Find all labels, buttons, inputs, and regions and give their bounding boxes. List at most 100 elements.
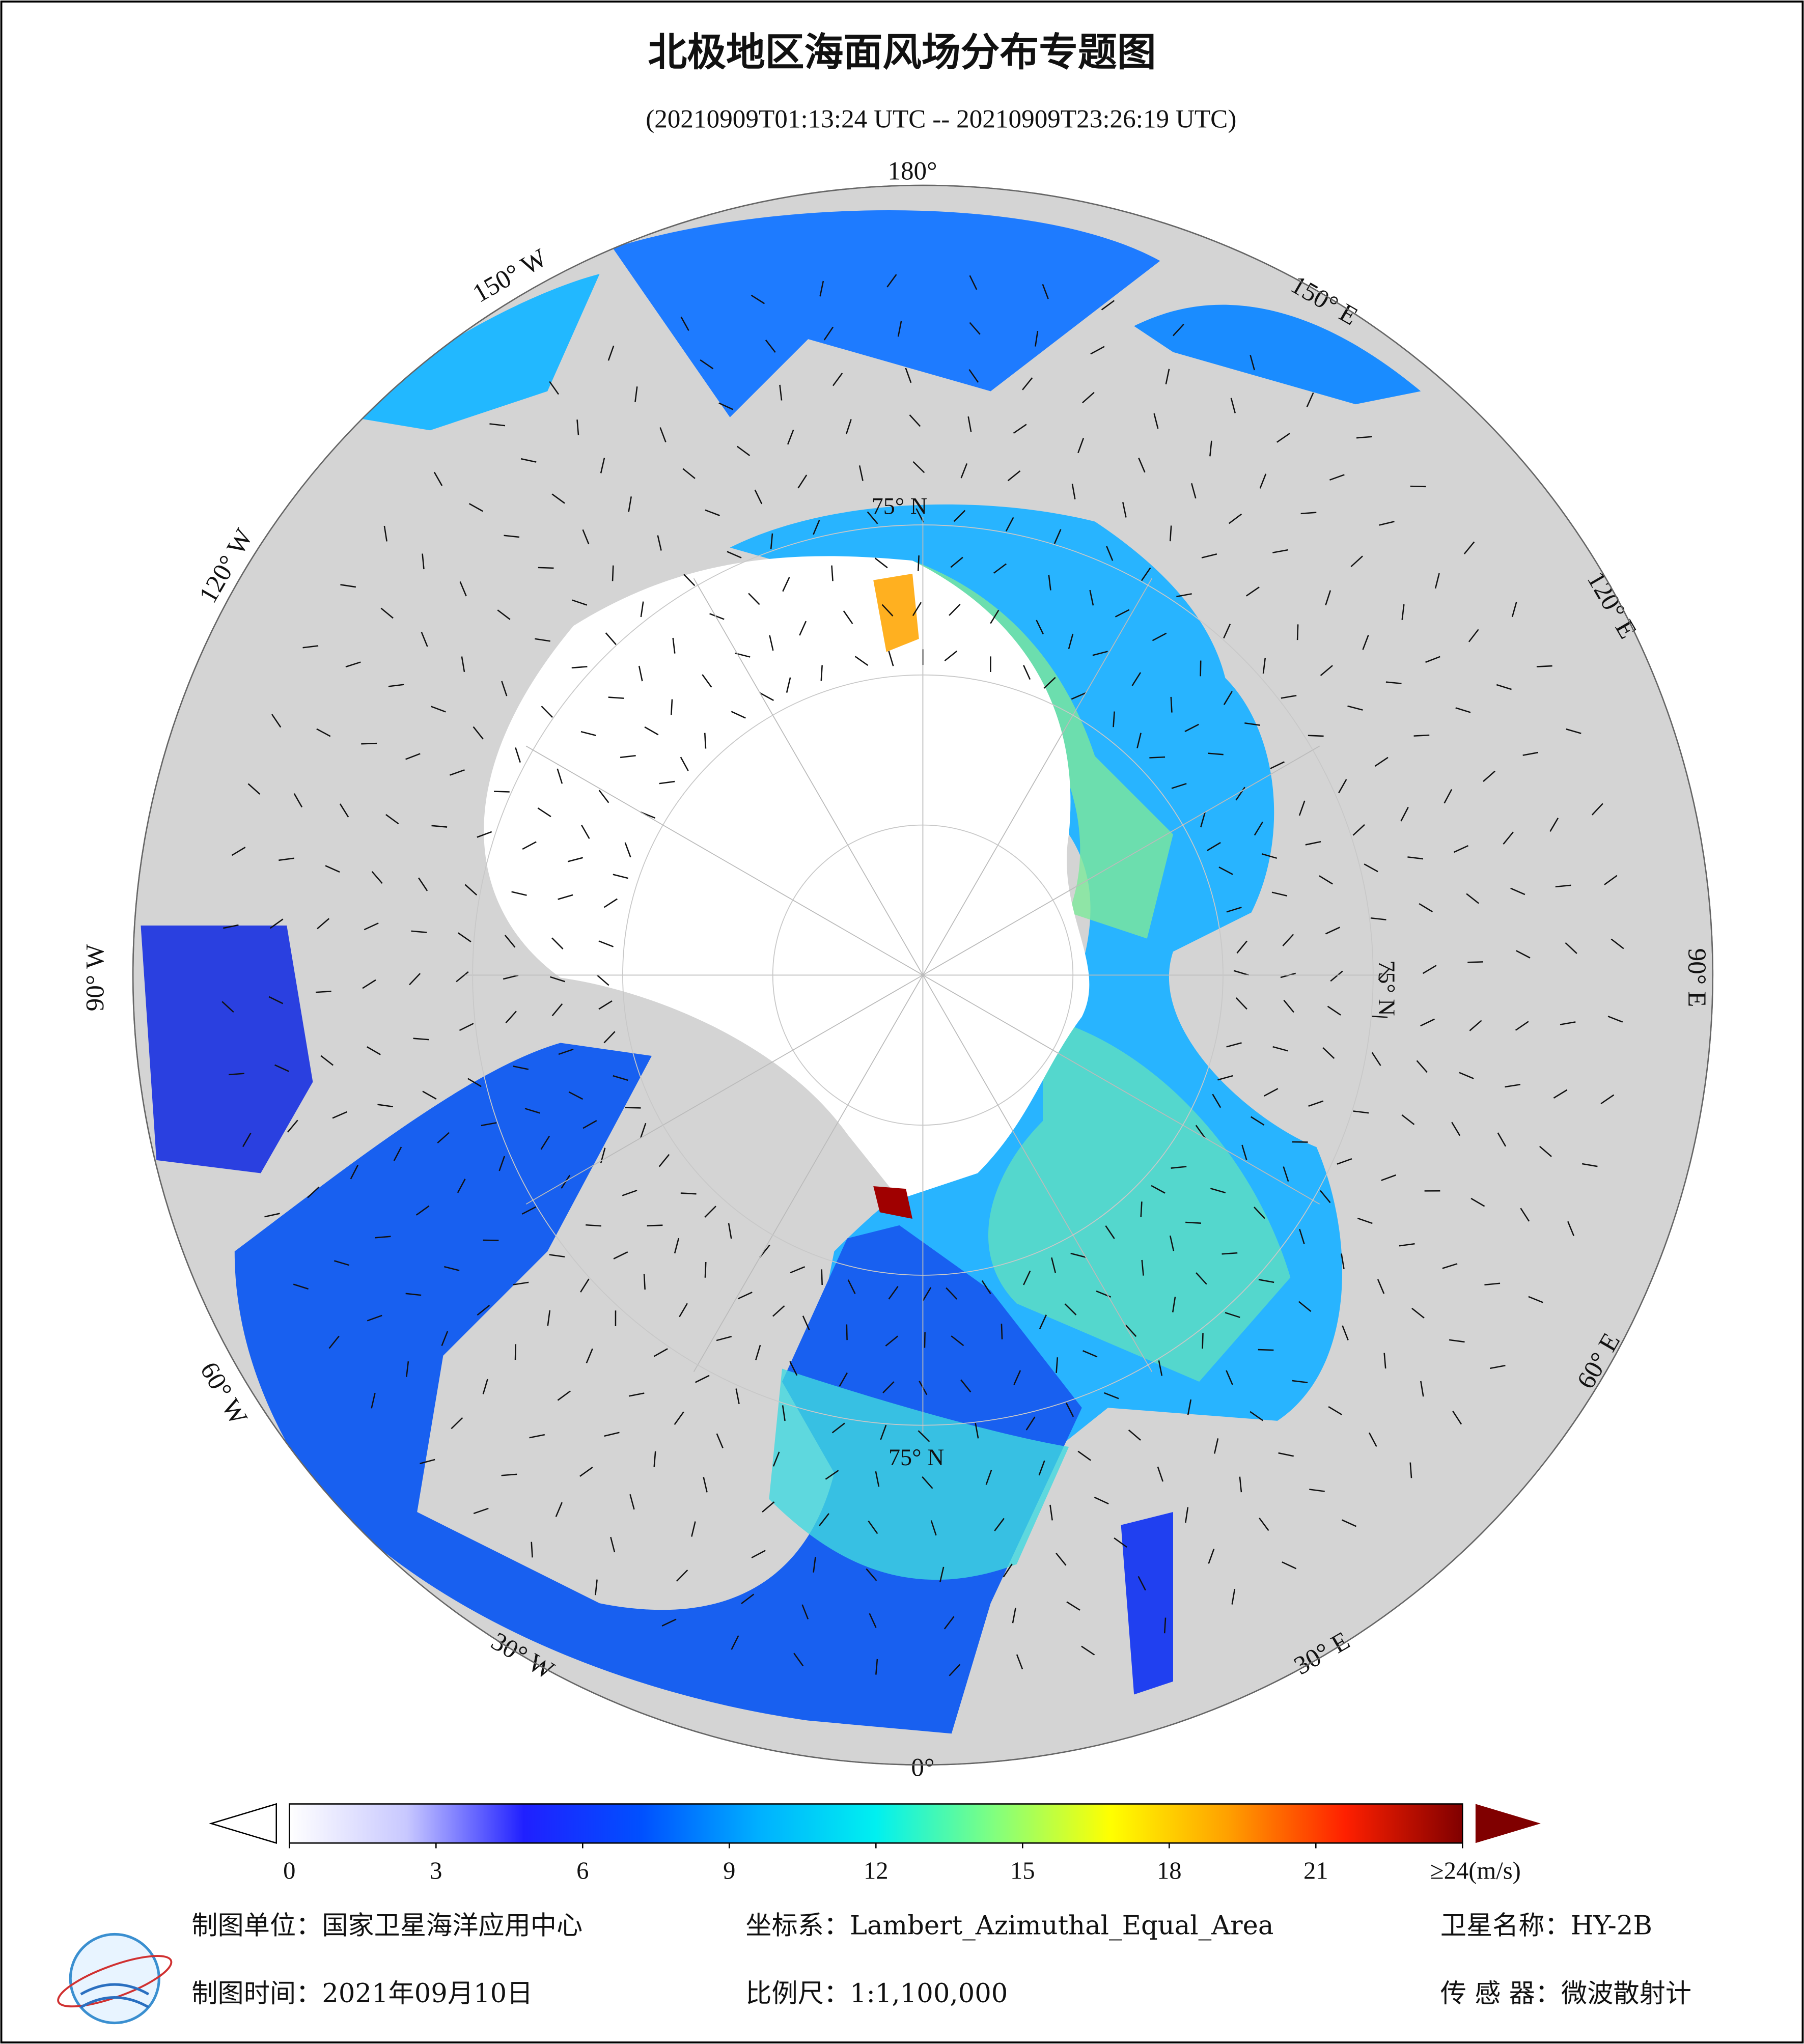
wind-arrow bbox=[422, 553, 425, 570]
wind-arrow bbox=[1226, 907, 1242, 913]
colorbar-tick-label: 15 bbox=[1010, 1857, 1035, 1884]
wind-arrow bbox=[418, 877, 428, 891]
wind-arrow bbox=[1611, 938, 1624, 949]
wind-arrow bbox=[779, 384, 783, 401]
wind-arrow bbox=[1281, 694, 1297, 699]
wind-arrows bbox=[221, 274, 1624, 1676]
wind-arrow bbox=[813, 1557, 816, 1573]
wind-arrow bbox=[960, 1379, 972, 1393]
wind-arrow bbox=[504, 935, 516, 948]
wind-arrow bbox=[362, 979, 376, 989]
wind-arrow bbox=[610, 1536, 616, 1553]
wind-arrow bbox=[1528, 1296, 1543, 1303]
wind-arrow bbox=[1230, 398, 1236, 413]
wind-arrow bbox=[1350, 555, 1363, 568]
wind-arrow bbox=[897, 321, 902, 337]
wind-arrow bbox=[770, 533, 773, 549]
wind-arrow bbox=[328, 1335, 340, 1349]
wind-arrow bbox=[944, 650, 958, 661]
wind-arrow bbox=[1292, 1380, 1308, 1384]
wind-arrow bbox=[1254, 821, 1263, 836]
wind-arrow bbox=[1353, 1110, 1369, 1114]
wind-arrow bbox=[1171, 1166, 1187, 1169]
wind-arrow bbox=[1012, 1607, 1016, 1623]
wind-arrow bbox=[874, 557, 888, 569]
wind-arrow bbox=[1184, 723, 1199, 733]
wind-arrow bbox=[600, 458, 605, 473]
wind-arrow bbox=[1169, 525, 1172, 542]
wind-arrow bbox=[1341, 1519, 1357, 1527]
wind-arrow bbox=[1600, 1094, 1615, 1105]
wind-arrow bbox=[882, 1381, 895, 1393]
wind-arrow bbox=[691, 1521, 696, 1537]
meridian bbox=[922, 578, 1153, 975]
wind-arrow bbox=[293, 793, 303, 808]
wind-arrow bbox=[1141, 1259, 1144, 1276]
wind-arrow bbox=[702, 674, 712, 688]
wind-arrow bbox=[659, 780, 675, 785]
subtitle: (20210909T01:13:24 UTC -- 20210909T23:26… bbox=[646, 104, 1236, 133]
wind-arrow bbox=[1131, 672, 1142, 686]
wind-arrow bbox=[302, 645, 319, 649]
wind-arrow bbox=[1195, 1125, 1206, 1139]
wind-arrow bbox=[1468, 629, 1479, 642]
wind-arrow bbox=[819, 1513, 829, 1526]
wind-arrow bbox=[1042, 284, 1049, 299]
wind-arrow bbox=[644, 726, 659, 736]
wind-arrow bbox=[1259, 1517, 1269, 1531]
wind-arrow bbox=[613, 1075, 628, 1081]
lon-label: 180° bbox=[887, 157, 937, 186]
wind-arrow bbox=[1035, 330, 1039, 347]
wind-arrow bbox=[1515, 1021, 1529, 1031]
wind-arrow bbox=[990, 609, 1000, 624]
wind-arrow bbox=[1357, 1217, 1373, 1224]
wind-arrow bbox=[755, 1345, 761, 1360]
wind-arrow bbox=[571, 666, 588, 669]
wind-arrow bbox=[613, 874, 628, 879]
wind-arrow bbox=[1270, 761, 1285, 769]
wind-arrow bbox=[223, 924, 239, 929]
footer-unit: 制图单位：国家卫星海洋应用中心 bbox=[191, 1911, 582, 1941]
wind-arrow bbox=[881, 604, 894, 617]
wind-arrow bbox=[1510, 887, 1525, 895]
wind-arrow bbox=[450, 769, 465, 776]
wind-arrow bbox=[1362, 635, 1369, 650]
wind-arrow bbox=[922, 1287, 932, 1301]
wind-arrow bbox=[953, 510, 966, 522]
wind-arrow bbox=[598, 1000, 613, 1010]
wind-arrow bbox=[515, 747, 521, 763]
wind-arrow bbox=[558, 894, 573, 900]
wind-arrow bbox=[531, 1542, 533, 1558]
wind-arrow bbox=[858, 465, 864, 481]
wind-arrow bbox=[1187, 1399, 1192, 1415]
wind-arrow bbox=[1553, 1089, 1568, 1099]
wind-arrow bbox=[1200, 811, 1206, 828]
wind-arrow bbox=[1171, 782, 1187, 789]
wind-arrow bbox=[459, 581, 467, 597]
wind-arrow bbox=[473, 1507, 489, 1515]
wind-arrow bbox=[1228, 513, 1242, 524]
wind-arrow bbox=[529, 1434, 545, 1439]
wind-arrow bbox=[943, 1616, 955, 1630]
parallel bbox=[472, 524, 1374, 1426]
wind-arrow bbox=[1483, 770, 1495, 782]
wind-arrow bbox=[406, 1361, 409, 1377]
wind-arrow bbox=[797, 474, 808, 489]
ocean bbox=[613, 210, 1160, 417]
wind-arrow bbox=[477, 1304, 490, 1316]
wind-arrow bbox=[1422, 965, 1437, 974]
wind-arrow bbox=[375, 1236, 391, 1239]
wind-arrow bbox=[875, 1471, 880, 1487]
wind-arrow bbox=[946, 1287, 958, 1300]
wind-arrow bbox=[680, 1192, 697, 1195]
wind-arrow bbox=[813, 520, 820, 535]
footer-satellite: 卫星名称：HY-2B bbox=[1440, 1911, 1652, 1941]
wind-arrow bbox=[1083, 1350, 1098, 1358]
wind-arrow bbox=[960, 463, 968, 479]
wind-arrow bbox=[274, 1064, 290, 1072]
wind-arrow bbox=[1410, 485, 1426, 488]
wind-arrow bbox=[622, 1189, 637, 1196]
wind-arrow bbox=[1207, 842, 1221, 851]
wind-arrow bbox=[549, 381, 560, 395]
